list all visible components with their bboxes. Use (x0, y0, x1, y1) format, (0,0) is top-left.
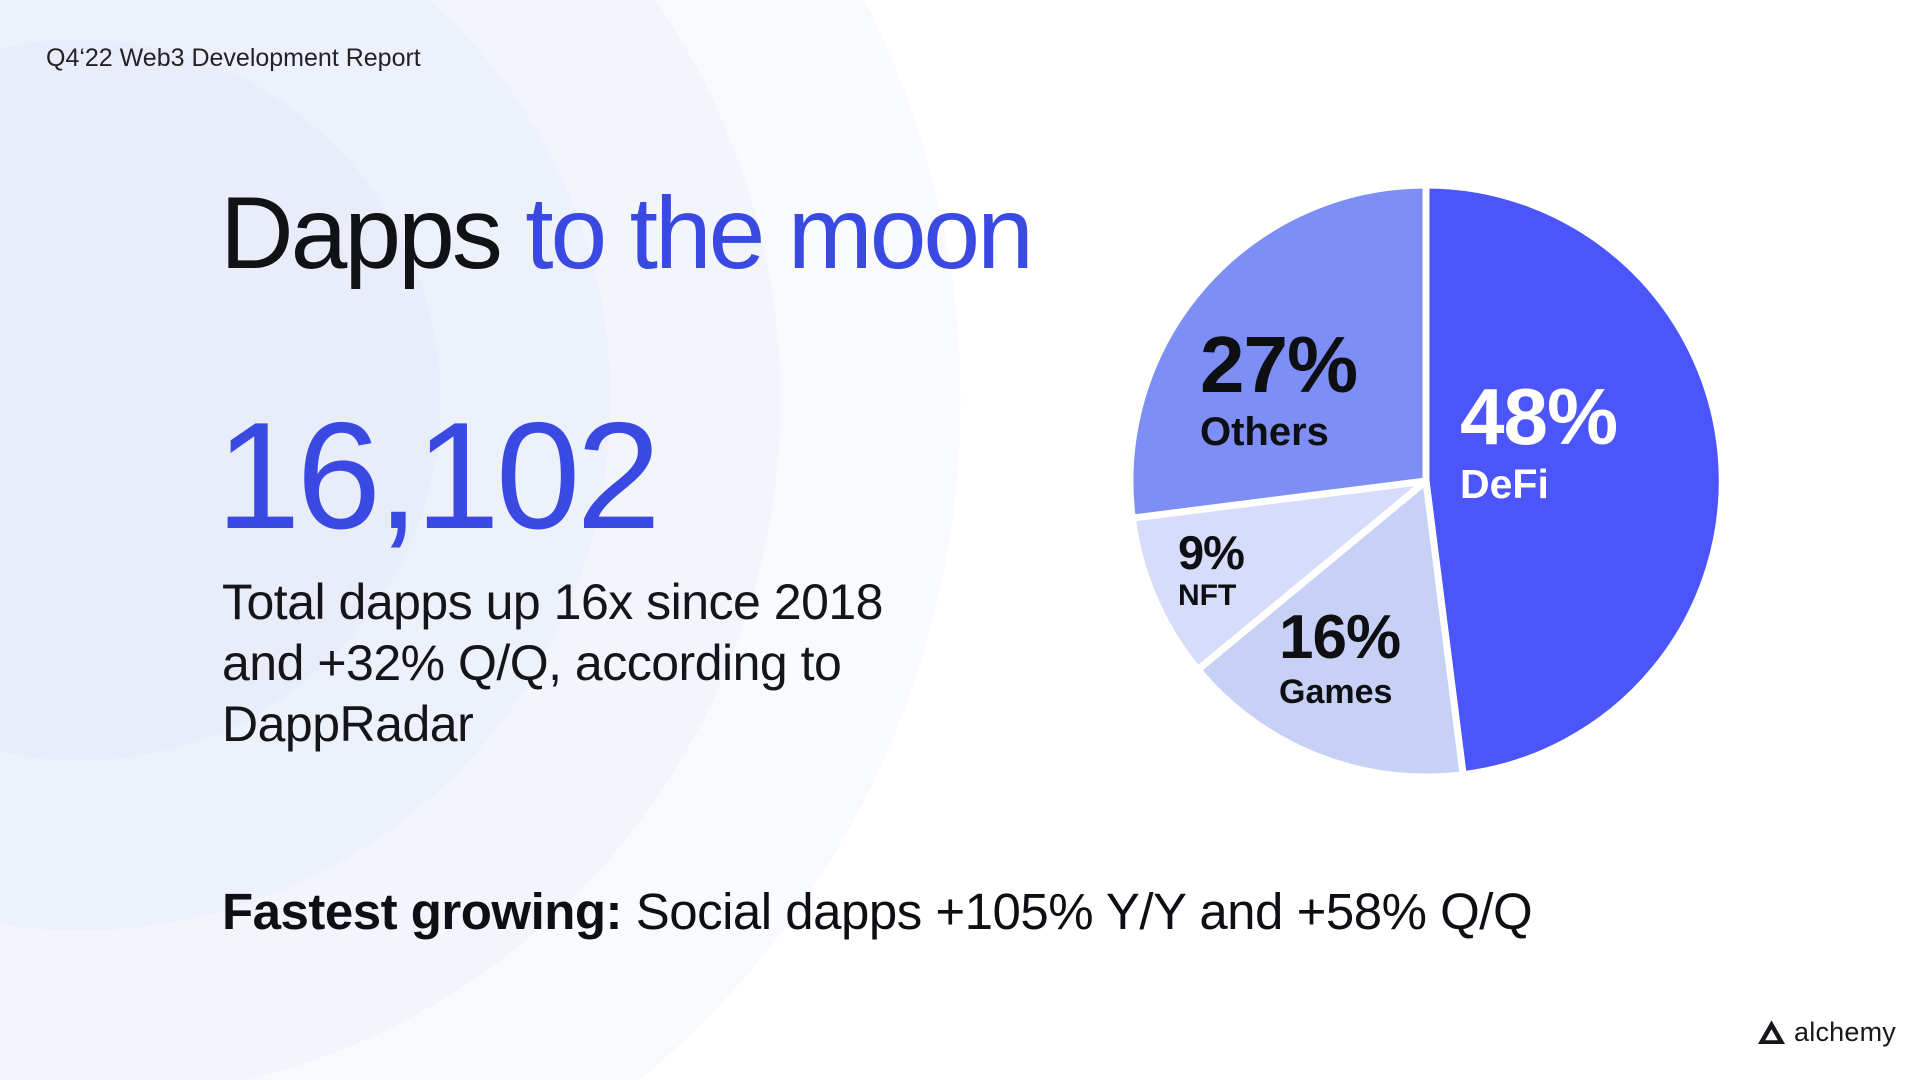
pie-label-nft-percent: 9% (1178, 526, 1245, 579)
report-title: Q4‘22 Web3 Development Report (46, 44, 421, 72)
pie-slice-nft (1128, 477, 1430, 674)
pie-label-games-name: Games (1279, 673, 1393, 711)
page-title-black: Dapps (220, 176, 526, 290)
page-title: Dapps to the moon (220, 182, 1034, 284)
pie-label-games-percent: 16% (1279, 603, 1401, 672)
stat-description-line2: and +32% Q/Q, according to (222, 635, 842, 691)
pie-label-nft-name: NFT (1178, 579, 1237, 612)
pie-chart: 48% DeFi 16% Games 9% NFT 27% Others (1122, 177, 1730, 785)
stat-description: Total dapps up 16x since 2018 and +32% Q… (222, 572, 884, 755)
pie-label-defi-percent: 48% (1460, 372, 1618, 461)
pie-slice-others (1126, 181, 1430, 522)
pie-label-others-name: Others (1200, 410, 1329, 454)
page-title-blue: to the moon (525, 176, 1034, 290)
pie-label-others-percent: 27% (1200, 320, 1358, 409)
stat-description-line3: DappRadar (222, 696, 474, 752)
pie-slice-games (1194, 477, 1467, 781)
fastest-growing-label: Fastest growing: (222, 883, 623, 940)
brand-lockup: alchemy (1758, 1017, 1896, 1048)
pie-label-defi: 48% DeFi (1460, 372, 1618, 507)
pie-label-others: 27% Others (1200, 320, 1358, 454)
pie-slice-defi (1422, 181, 1726, 779)
brand-wordmark: alchemy (1794, 1017, 1896, 1047)
pie-label-defi-name: DeFi (1460, 461, 1549, 507)
fastest-growing-note: Fastest growing: Social dapps +105% Y/Y … (222, 883, 1533, 940)
pie-chart-svg (1126, 181, 1726, 781)
total-dapps-stat: 16,102 (216, 391, 661, 561)
pie-label-nft: 9% NFT (1178, 526, 1245, 612)
pie-label-games: 16% Games (1279, 603, 1401, 711)
fastest-growing-text: Social dapps +105% Y/Y and +58% Q/Q (622, 883, 1533, 940)
alchemy-triangle-icon (1758, 1020, 1786, 1044)
stat-description-line1: Total dapps up 16x since 2018 (222, 574, 884, 630)
